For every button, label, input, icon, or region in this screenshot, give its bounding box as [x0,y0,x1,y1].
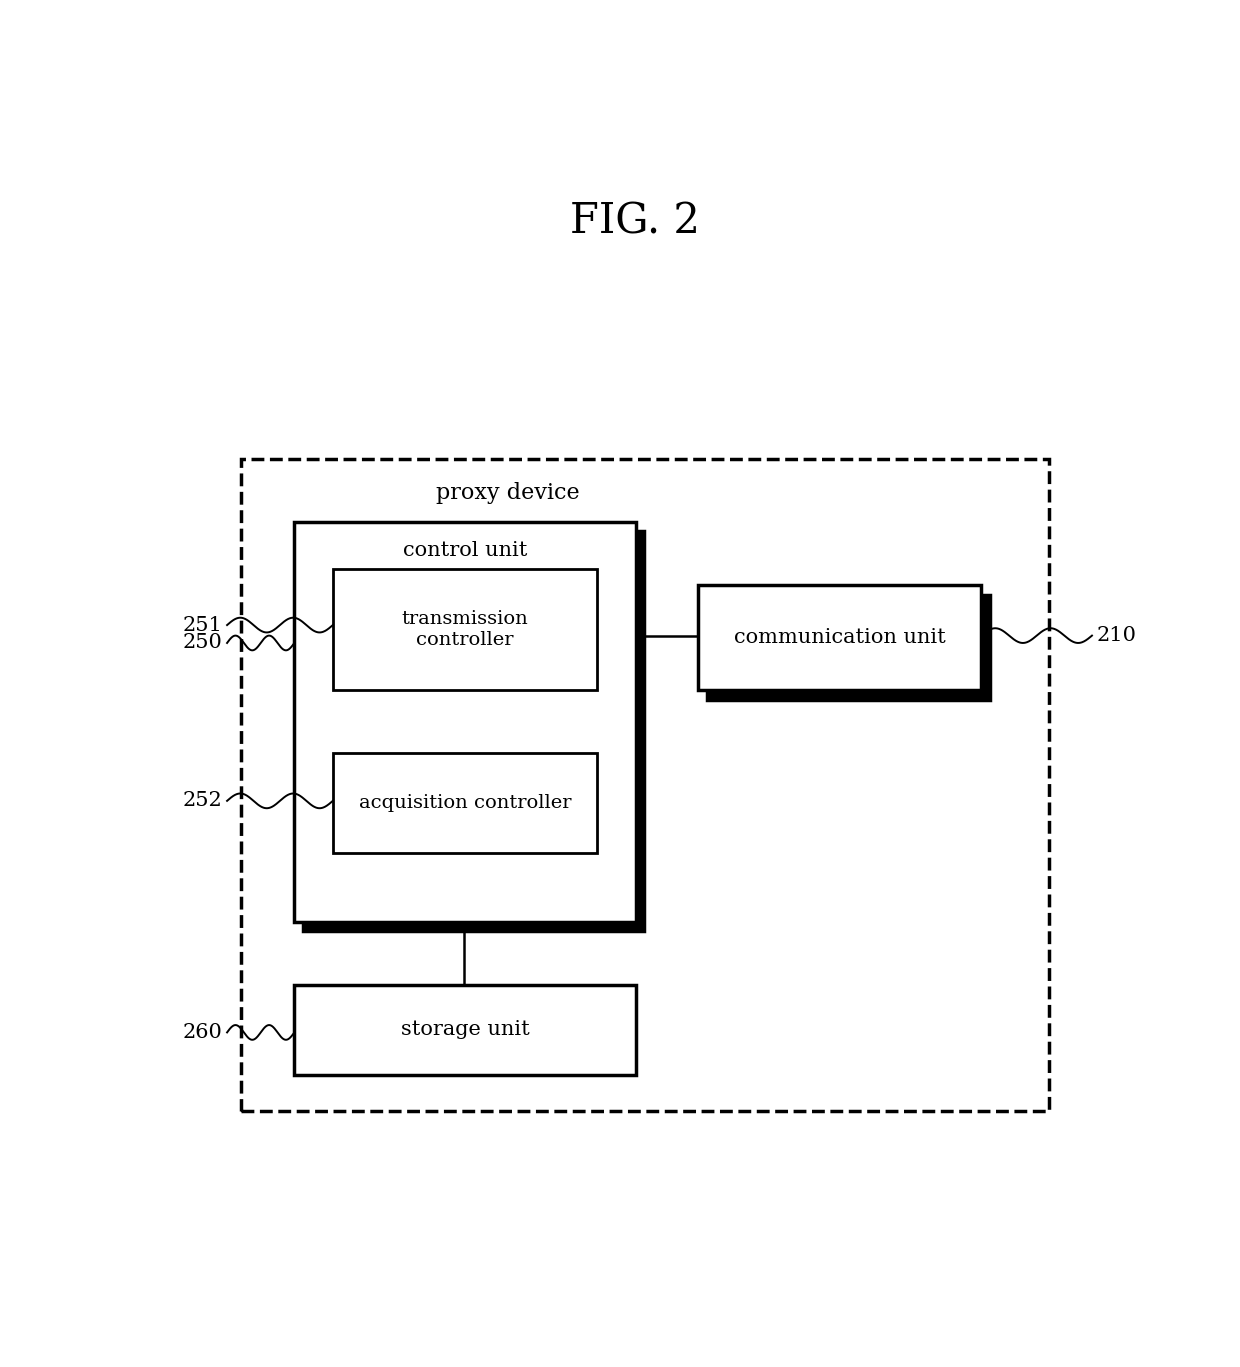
Text: storage unit: storage unit [401,1020,529,1039]
Text: communication unit: communication unit [734,629,946,647]
Bar [332,569,596,690]
Bar [332,753,596,853]
Bar [294,986,635,1074]
Text: control unit: control unit [403,541,527,560]
Text: 252: 252 [182,791,222,811]
Bar [707,595,990,700]
Text: transmission
controller: transmission controller [402,611,528,649]
Text: proxy device: proxy device [436,483,579,504]
Text: 210: 210 [1096,626,1137,645]
Text: acquisition controller: acquisition controller [358,794,572,812]
Bar [698,585,981,690]
Text: 260: 260 [182,1023,222,1042]
Bar [303,532,644,931]
Text: 251: 251 [182,615,222,634]
Bar [242,459,1049,1111]
Text: 250: 250 [182,633,222,652]
Bar [294,522,635,921]
Text: FIG. 2: FIG. 2 [570,201,701,243]
